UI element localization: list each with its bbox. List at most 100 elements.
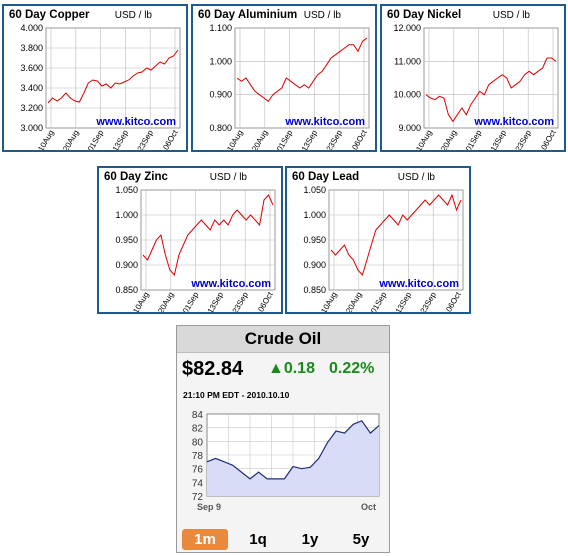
panel-unit: USD / lb xyxy=(397,172,435,183)
panel-title: 60 Day Zinc xyxy=(104,171,168,183)
range-button-1q[interactable]: 1q xyxy=(249,531,267,548)
plot-area xyxy=(423,27,559,129)
y-tick-label: 1.100 xyxy=(209,23,232,33)
price-area xyxy=(207,420,379,496)
x-tick-label: 23Sep xyxy=(231,290,251,312)
x-tick-label: 20Aug xyxy=(344,291,363,313)
x-tick-label: 13Sep xyxy=(111,128,131,150)
price-line xyxy=(206,420,380,480)
price-line xyxy=(236,37,368,103)
y-tick-label: 1.000 xyxy=(303,210,326,220)
panel-title: 60 Day Copper xyxy=(9,9,90,21)
x-tick-label: 01Sep xyxy=(464,128,484,150)
y-tick-label: 72 xyxy=(192,492,204,503)
x-tick-label: 06Oct xyxy=(350,128,369,150)
y-tick-label: 0.950 xyxy=(115,235,138,245)
crude-oil-widget: Crude Oil $82.84 ▲0.18 0.22% 21:10 PM ED… xyxy=(176,325,390,553)
y-tick-label: 0.900 xyxy=(115,260,138,270)
x-tick-label: 06Oct xyxy=(161,128,180,150)
price-line xyxy=(425,57,557,123)
x-tick-label: 01Sep xyxy=(275,128,295,150)
y-tick-label: 0.900 xyxy=(303,260,326,270)
x-tick-label: 13Sep xyxy=(300,128,320,150)
y-tick-label: 0.850 xyxy=(115,285,138,295)
crude-price: $82.84 xyxy=(182,358,244,380)
x-tick-label: 23Sep xyxy=(136,128,156,150)
y-tick-label: 80 xyxy=(192,437,204,448)
aluminium-chart-panel: 60 Day Aluminium USD / lb 1.100 1.000 0.90… xyxy=(191,4,377,152)
panel-unit: USD / lb xyxy=(492,10,530,21)
y-tick-label: 11.000 xyxy=(394,56,421,66)
kitco-link: www.kitco.com xyxy=(378,278,459,290)
range-button-1m[interactable]: 1m xyxy=(182,529,228,550)
x-tick-label: 13Sep xyxy=(394,290,414,312)
y-tick-label: 78 xyxy=(192,451,204,462)
kitco-link: www.kitco.com xyxy=(95,116,176,128)
copper-chart-panel: 60 Day Copper USD / lb 4.000 3.800 3.600 3.… xyxy=(2,4,188,152)
crude-percent: 0.22% xyxy=(329,360,375,377)
zinc-chart-panel: 60 Day Zinc USD / lb 1.050 1.000 0.950 0.90… xyxy=(97,166,283,314)
x-tick-label: Oct xyxy=(361,502,376,512)
y-tick-label: 0.850 xyxy=(303,285,326,295)
y-tick-label: 4.000 xyxy=(20,23,43,33)
y-tick-label: 3.000 xyxy=(20,123,43,133)
price-line xyxy=(330,193,462,276)
x-tick-label: 06Oct xyxy=(539,128,558,150)
nickel-chart-panel: 60 Day Nickel USD / lb 12.000 11.000 10.00… xyxy=(380,4,566,152)
x-tick-label: 20Aug xyxy=(250,129,269,151)
x-tick-label: Sep 9 xyxy=(197,502,221,512)
crude-oil-title: Crude Oil xyxy=(177,326,389,353)
y-tick-label: 1.000 xyxy=(209,56,232,66)
y-tick-label: 1.050 xyxy=(303,185,326,195)
y-tick-label: 3.800 xyxy=(20,43,43,53)
y-tick-label: 0.950 xyxy=(303,235,326,245)
y-tick-label: 12.000 xyxy=(393,23,421,33)
y-tick-label: 3.600 xyxy=(20,63,43,73)
y-tick-label: 1.050 xyxy=(115,185,138,195)
y-tick-label: 0.900 xyxy=(209,90,232,100)
x-tick-label: 23Sep xyxy=(325,128,345,150)
y-tick-label: 3.400 xyxy=(20,83,43,93)
y-tick-label: 74 xyxy=(192,478,204,489)
x-tick-label: 23Sep xyxy=(514,128,534,150)
y-tick-label: 3.200 xyxy=(20,103,43,113)
crude-timestamp: 21:10 PM EDT - 2010.10.10 xyxy=(183,390,290,400)
range-button-1y[interactable]: 1y xyxy=(301,531,319,548)
x-tick-label: 06Oct xyxy=(444,290,463,312)
x-tick-label: 13Sep xyxy=(489,128,509,150)
y-tick-label: 10.000 xyxy=(393,90,421,100)
crude-change: ▲0.18 xyxy=(268,360,315,377)
x-tick-label: 20Aug xyxy=(156,291,175,313)
panel-title: 60 Day Aluminium xyxy=(198,9,298,21)
y-tick-label: 9.000 xyxy=(398,123,421,133)
y-tick-label: 84 xyxy=(192,410,204,421)
panel-title: 60 Day Lead xyxy=(292,171,360,183)
price-line xyxy=(47,49,179,104)
x-tick-label: 01Sep xyxy=(86,128,106,150)
y-tick-label: 0.800 xyxy=(209,123,232,133)
x-tick-label: 06Oct xyxy=(256,290,275,312)
plot-area xyxy=(45,27,181,129)
plot-area xyxy=(234,27,370,129)
x-tick-label: 20Aug xyxy=(439,129,458,151)
range-button-5y[interactable]: 5y xyxy=(352,531,370,548)
x-tick-label: 01Sep xyxy=(369,290,389,312)
kitco-link: www.kitco.com xyxy=(473,116,554,128)
y-tick-label: 76 xyxy=(192,465,204,476)
x-tick-label: 20Aug xyxy=(61,129,80,151)
panel-title: 60 Day Nickel xyxy=(387,9,462,21)
y-tick-label: 1.000 xyxy=(115,210,138,220)
kitco-link: www.kitco.com xyxy=(284,116,365,128)
lead-chart-panel: 60 Day Lead USD / lb 1.050 1.000 0.950 0.90… xyxy=(285,166,471,314)
x-tick-label: 13Sep xyxy=(206,290,226,312)
panel-unit: USD / lb xyxy=(209,172,247,183)
x-tick-label: 01Sep xyxy=(181,290,201,312)
y-tick-label: 82 xyxy=(192,424,204,435)
panel-unit: USD / lb xyxy=(114,10,152,21)
